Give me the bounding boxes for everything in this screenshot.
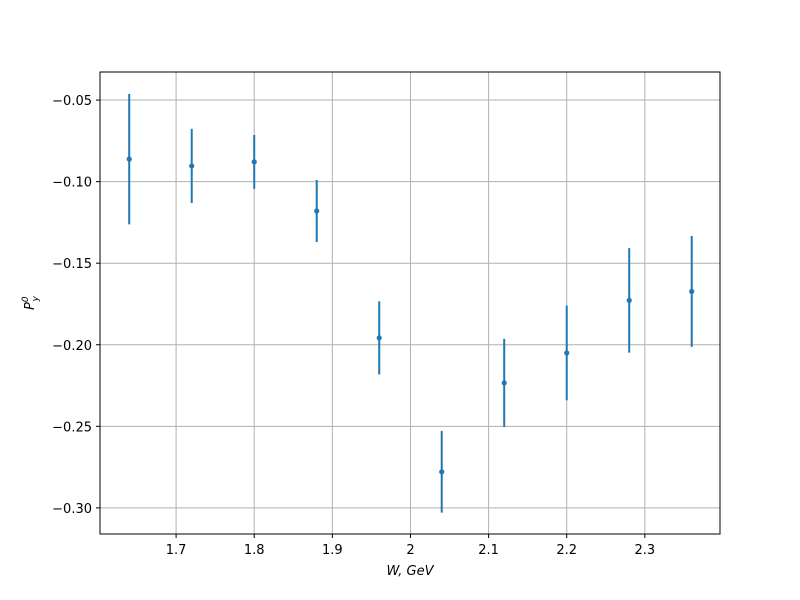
y-tick-label: −0.30: [52, 502, 92, 517]
x-tick-label: 2.2: [556, 543, 577, 558]
data-point: [501, 380, 507, 386]
y-tick-label: −0.10: [52, 176, 92, 191]
data-point: [126, 156, 132, 162]
y-tick-label: −0.25: [52, 420, 92, 435]
data-point: [189, 163, 195, 169]
y-label-sub: y: [31, 295, 41, 302]
grid: [100, 72, 720, 534]
marks: [126, 93, 695, 513]
x-tick-label: 2: [406, 543, 414, 558]
data-point: [251, 159, 257, 165]
y-tick-label: −0.05: [52, 94, 92, 109]
x-tick-label: 2.1: [478, 543, 499, 558]
x-tick-label: 1.8: [244, 543, 265, 558]
x-axis-label: W, GeV: [386, 564, 434, 579]
x-tick-label: 1.9: [322, 543, 343, 558]
data-point: [376, 335, 382, 341]
data-point: [314, 208, 320, 214]
y-tick-label: −0.15: [52, 257, 92, 272]
x-tick-label: 1.7: [166, 543, 187, 558]
y-label-base: P: [23, 302, 38, 310]
data-point: [564, 350, 570, 356]
data-point: [439, 469, 445, 475]
data-point: [689, 288, 695, 295]
data-point: [626, 297, 632, 303]
y-tick-label: −0.20: [52, 339, 92, 354]
y-label-sup: 0: [21, 296, 31, 302]
x-tick-label: 2.3: [635, 543, 656, 558]
y-axis-label: P0y: [21, 295, 41, 310]
